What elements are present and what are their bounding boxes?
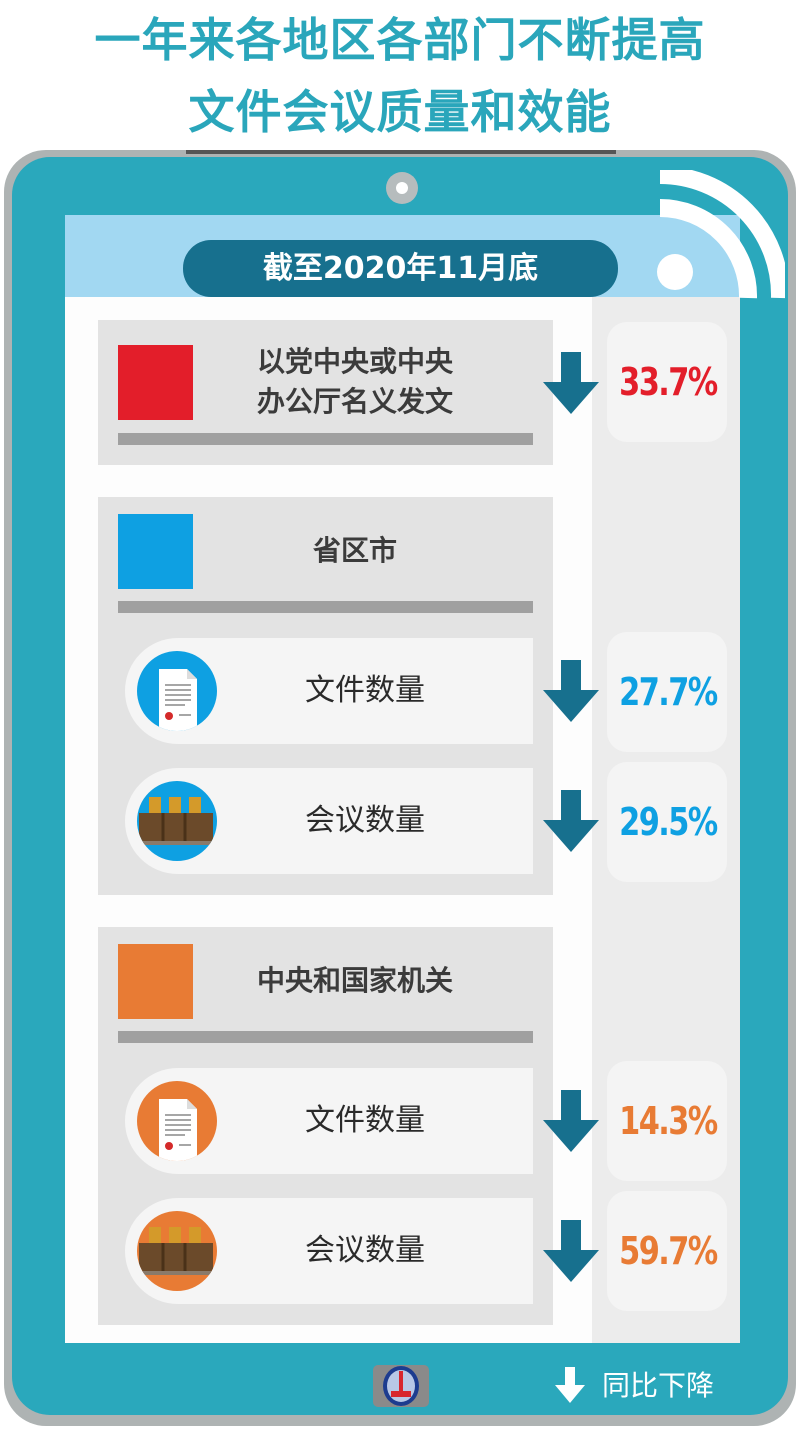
color-marker-orange: [118, 944, 193, 1019]
color-marker-red: [118, 345, 193, 420]
title-line-1: 一年来各地区各部门不断提高: [94, 13, 706, 67]
down-arrow-icon: [543, 1090, 599, 1152]
value-text: 27.7%: [619, 670, 718, 714]
value-box: 14.3%: [607, 1061, 727, 1181]
value-text: 59.7%: [619, 1229, 718, 1273]
value-box: 59.7%: [607, 1191, 727, 1311]
item-meetings: 会议数量: [125, 768, 533, 874]
item-label: 会议数量: [305, 1233, 425, 1268]
value-box: 33.7%: [607, 322, 727, 442]
xinhua-logo: [373, 1365, 429, 1407]
section-title-line-2: 办公厅名义发文: [256, 385, 453, 418]
down-arrow-icon: [543, 1220, 599, 1282]
value-text: 29.5%: [619, 800, 718, 844]
divider: [118, 1031, 533, 1043]
camera-icon: [386, 172, 418, 204]
item-label: 文件数量: [305, 1103, 425, 1138]
down-arrow-icon: [543, 660, 599, 722]
value-box: 27.7%: [607, 632, 727, 752]
item-meetings: 会议数量: [125, 1198, 533, 1304]
wifi-icon: [657, 170, 785, 299]
value-text: 14.3%: [619, 1099, 718, 1143]
divider: [118, 601, 533, 613]
item-label: 文件数量: [305, 673, 425, 708]
item-documents: 文件数量: [125, 1068, 533, 1174]
tablet-top-edge: [186, 150, 616, 154]
date-label: 截至2020年11月底: [183, 240, 618, 297]
down-arrow-icon: [543, 790, 599, 852]
item-documents: 文件数量: [125, 638, 533, 744]
document-icon: [137, 651, 217, 731]
down-arrow-icon: [543, 352, 599, 414]
down-arrow-icon: [555, 1367, 585, 1403]
section-title-line-1: 以党中央或中央: [256, 345, 453, 378]
meeting-chairs-icon: [137, 781, 217, 861]
divider: [118, 433, 533, 445]
section-title: 省区市: [312, 534, 397, 567]
value-box: 29.5%: [607, 762, 727, 882]
title-line-2: 文件会议质量和效能: [188, 85, 612, 139]
item-label: 会议数量: [305, 803, 425, 838]
meeting-chairs-icon: [137, 1211, 217, 1291]
section-title: 中央和国家机关: [256, 964, 453, 997]
color-marker-blue: [118, 514, 193, 589]
value-text: 33.7%: [619, 360, 718, 404]
legend-label: 同比下降: [602, 1369, 715, 1402]
document-icon: [137, 1081, 217, 1161]
